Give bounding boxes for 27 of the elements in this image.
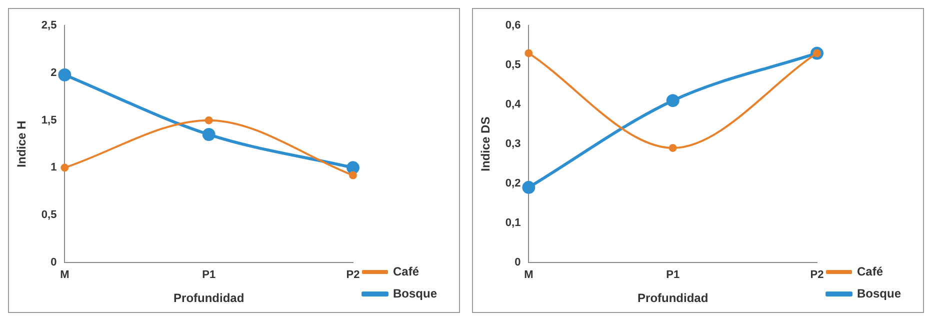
y-tick-label: 0,2 xyxy=(505,178,521,190)
legend-label: Café xyxy=(392,264,420,278)
y-tick-label: 0 xyxy=(514,256,521,268)
y-tick-label: 1,5 xyxy=(41,114,57,126)
y-tick-label: 0,3 xyxy=(505,138,521,150)
y-tick-label: 0,1 xyxy=(505,216,521,229)
y-tick-label: 0 xyxy=(50,256,57,268)
x-tick-label: M xyxy=(524,269,534,282)
y-tick-label: 0,5 xyxy=(505,59,521,72)
x-axis-title: Profundidad xyxy=(174,291,244,306)
x-tick-label: P1 xyxy=(202,269,216,282)
y-tick-label: 2 xyxy=(50,66,57,79)
x-tick-label: P2 xyxy=(810,269,824,282)
y-tick-label: 0,6 xyxy=(505,20,521,32)
x-tick-label: P2 xyxy=(346,269,360,282)
x-tick-label: P1 xyxy=(666,269,680,282)
y-tick-label: 1 xyxy=(50,162,57,174)
legend-label: Café xyxy=(856,264,884,278)
y-tick-label: 0,4 xyxy=(505,98,522,111)
y-tick-label: 2,5 xyxy=(41,20,57,32)
x-tick-label: M xyxy=(60,269,70,282)
x-axis-title: Profundidad xyxy=(638,291,708,306)
y-tick-label: 0,5 xyxy=(41,209,57,222)
y-axis-title: Indice DS xyxy=(478,116,493,172)
y-axis-title: Indice H xyxy=(14,120,29,168)
legend-label: Bosque xyxy=(392,286,438,300)
legend-label: Bosque xyxy=(856,286,902,300)
